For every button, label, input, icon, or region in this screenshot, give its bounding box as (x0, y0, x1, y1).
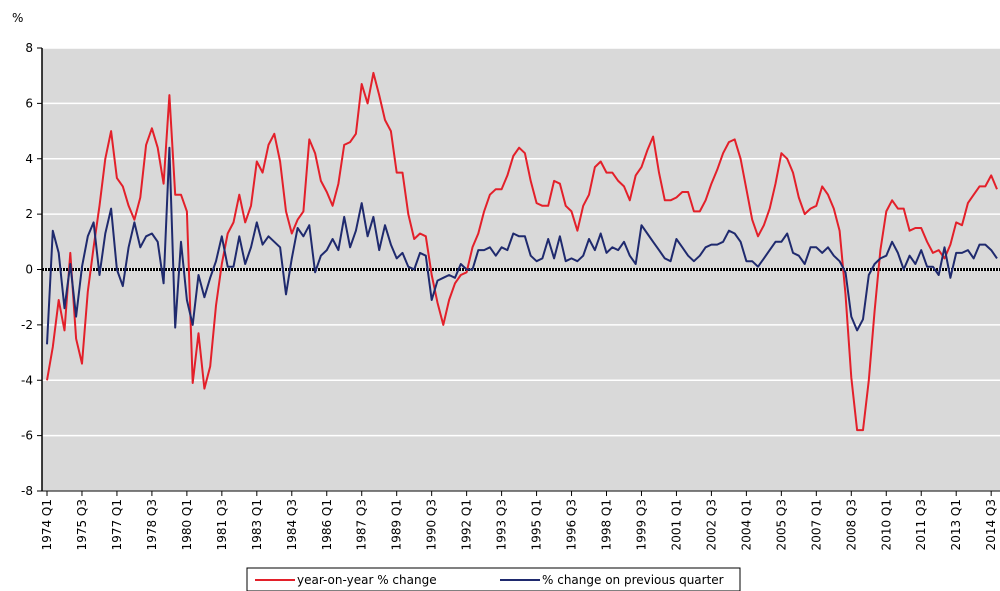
x-tick-label: 1987 Q3 (355, 499, 369, 550)
y-tick-label: -2 (21, 318, 33, 332)
y-tick-label: 2 (25, 207, 33, 221)
x-tick-label: 2014 Q3 (984, 499, 998, 550)
x-tick-label: 1974 Q1 (40, 499, 54, 550)
x-tick-label: 1978 Q3 (145, 499, 159, 550)
x-tick-label: 1983 Q1 (250, 499, 264, 550)
y-tick-label: 0 (25, 263, 33, 277)
x-tick-label: 1975 Q3 (75, 499, 89, 550)
x-tick-label: 1998 Q1 (600, 499, 614, 550)
legend-box (246, 567, 741, 591)
y-tick-label: 4 (25, 152, 33, 166)
x-tick-label: 1981 Q3 (215, 499, 229, 550)
y-tick-label: -4 (21, 373, 33, 387)
x-tick-label: 1990 Q3 (425, 499, 439, 550)
x-tick-label: 2001 Q1 (669, 499, 683, 550)
x-tick-label: 1992 Q1 (460, 499, 474, 550)
y-tick-label: 8 (25, 41, 33, 55)
x-tick-label: 1977 Q1 (110, 499, 124, 550)
x-tick-label: 1996 Q3 (565, 499, 579, 550)
x-tick-label: 2008 Q3 (844, 499, 858, 550)
series-line (46, 71, 998, 432)
x-tick-label: 2005 Q3 (774, 499, 788, 550)
x-tick-label: 1995 Q1 (530, 499, 544, 550)
x-tick-label: 2010 Q1 (879, 499, 893, 550)
x-tick-label: 1999 Q3 (634, 499, 648, 550)
x-tick-label: 2011 Q3 (914, 499, 928, 550)
y-axis-label: % (12, 11, 23, 25)
y-tick-label: -8 (21, 484, 33, 498)
x-tick-label: 2004 Q1 (739, 499, 753, 550)
series-line (46, 146, 998, 345)
x-tick-label: 1980 Q1 (180, 499, 194, 550)
x-tick-label: 1989 Q1 (390, 499, 404, 550)
y-tick-label: 6 (25, 96, 33, 110)
x-tick-label: 1993 Q3 (495, 499, 509, 550)
x-tick-label: 2002 Q3 (704, 499, 718, 550)
legend-label: year-on-year % change (297, 573, 437, 587)
x-tick-label: 1986 Q1 (320, 499, 334, 550)
legend-label: % change on previous quarter (542, 573, 724, 587)
y-tick-label: -6 (21, 429, 33, 443)
x-tick-label: 1984 Q3 (285, 499, 299, 550)
x-tick-label: 2013 Q1 (949, 499, 963, 550)
x-tick-label: 2007 Q1 (809, 499, 823, 550)
